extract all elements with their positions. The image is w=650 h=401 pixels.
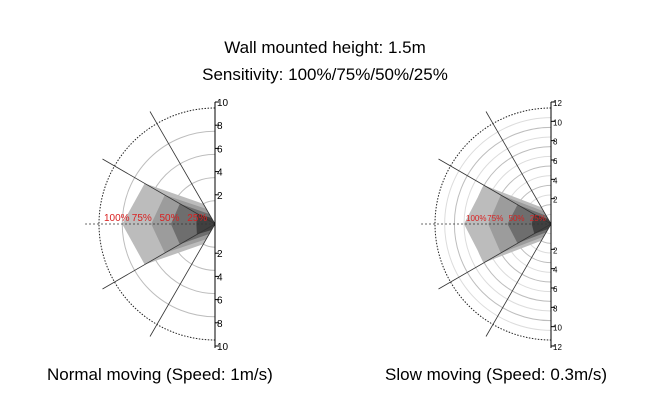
axis-tick-label: 6 [553,285,558,294]
axis-tick-label: 2 [217,249,223,260]
sensitivity-label: 50% [509,214,525,223]
sensitivity-label: 100% [466,214,486,223]
radial-spoke [438,223,552,290]
chart-subtitle: Sensitivity: 100%/75%/50%/25% [202,65,448,84]
radial-spoke [102,223,216,290]
radial-spoke [485,111,552,225]
axis-tick-label: 6 [553,157,558,166]
axis-tick-label: 4 [553,176,558,185]
sensitivity-label: 100% [104,213,130,224]
radial-spoke [149,223,216,337]
normal-moving-caption: Normal moving (Speed: 1m/s) [47,365,273,384]
sensitivity-label: 75% [132,213,152,224]
axis-tick-label: 12 [553,343,562,352]
radial-spoke [485,223,552,337]
axis-tick-label: 4 [553,266,558,275]
axis-tick-label: 8 [553,138,558,147]
axis-tick-label: 8 [217,121,223,132]
sensitivity-area-50pct [170,203,215,245]
radial-spoke [149,111,216,225]
axis-tick-label: 2 [553,196,558,205]
grid-ring [434,107,552,341]
axis-tick-label: 2 [217,191,223,202]
axis-tick-label: 12 [553,99,562,108]
axis-tick-label: 4 [217,168,223,179]
axis-tick-label: 6 [217,144,223,155]
axis-tick-label: 4 [217,272,223,283]
axis-tick-label: 10 [553,324,562,333]
sensitivity-label: 75% [487,214,503,223]
axis-tick-label: 10 [217,342,229,353]
axis-tick-label: 10 [217,98,229,109]
sensitivity-label: 25% [187,213,207,224]
normal-moving-chart: 10 8 6 4 2 2 4 6 8 10 100% 75% 50% 25% [85,98,229,353]
axis-tick-label: 8 [553,304,558,313]
slow-moving-caption: Slow moving (Speed: 0.3m/s) [385,365,608,384]
sensitivity-label: 50% [160,213,180,224]
radial-spoke [438,158,552,225]
axis-tick-label: 8 [217,319,223,330]
slow-moving-chart: 12 10 8 6 4 2 2 4 6 8 10 12 100% 75% 50% 25% [421,99,562,352]
grid-ring [444,117,552,331]
chart-title: Wall mounted height: 1.5m [224,38,426,57]
sensitivity-label: 25% [530,214,546,223]
axis-tick-label: 2 [553,246,558,255]
grid-ring [98,107,216,341]
axis-tick-label: 6 [217,296,223,307]
axis-tick-label: 10 [553,118,562,127]
radial-spoke [102,158,216,225]
